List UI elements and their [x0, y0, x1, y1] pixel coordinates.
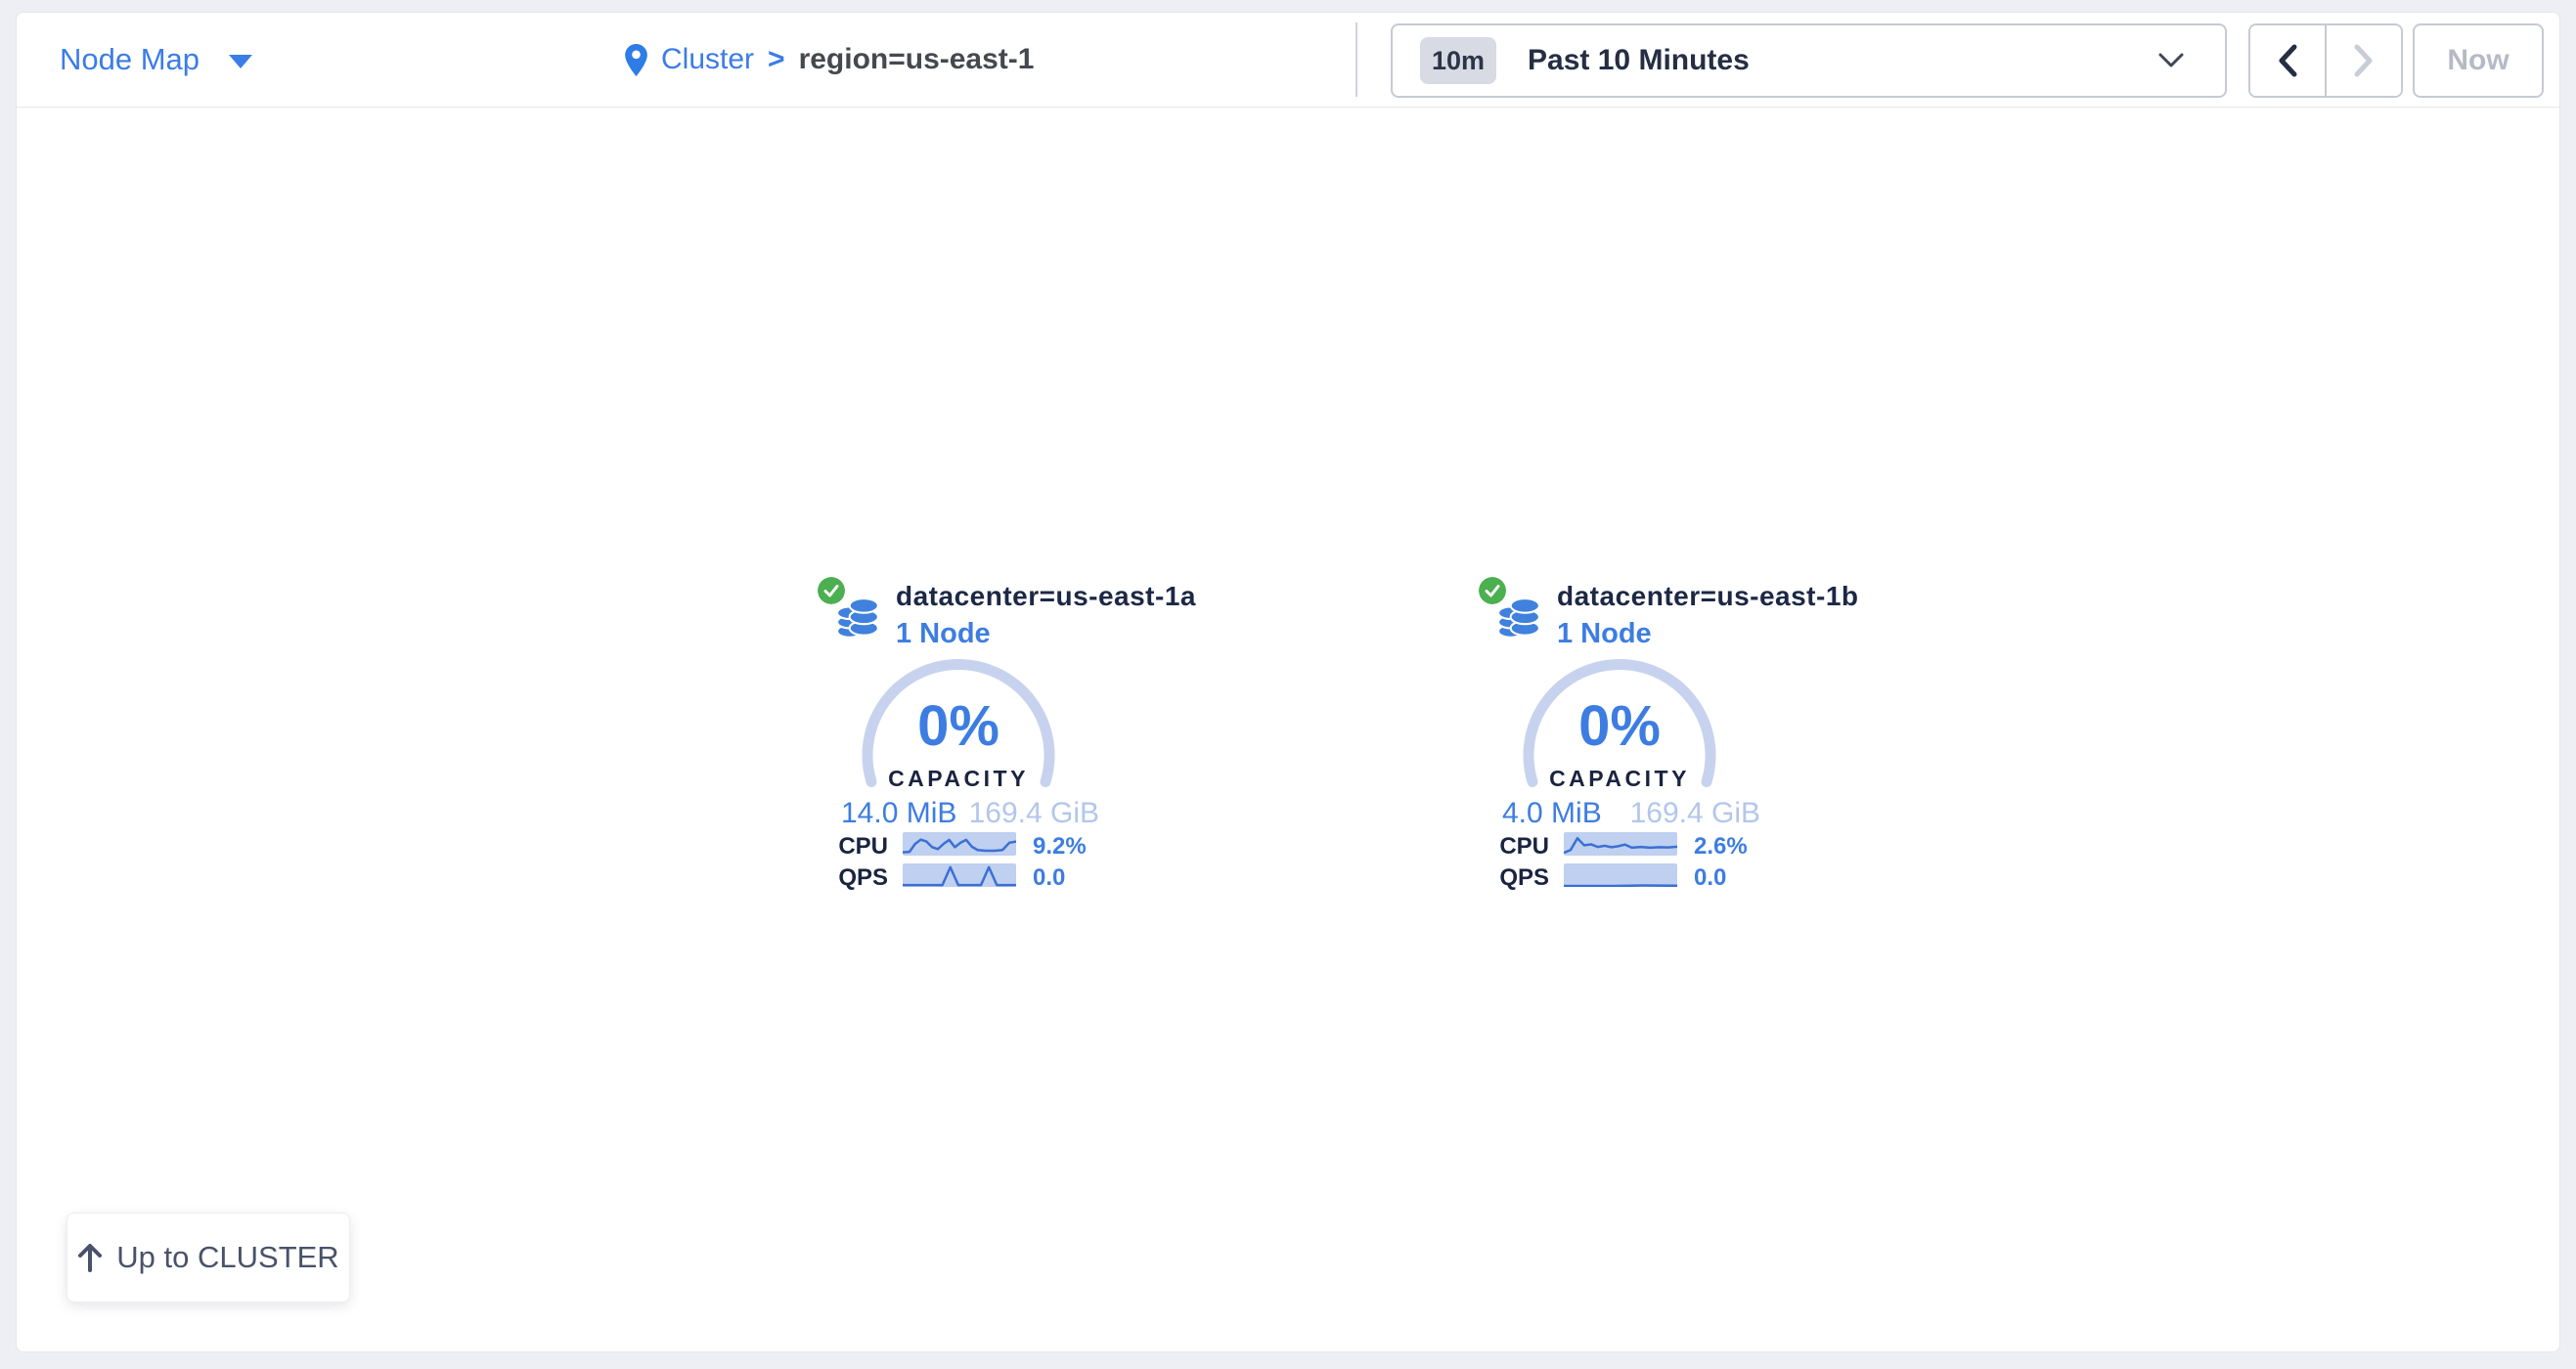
time-window-badge: 10m — [1420, 37, 1497, 84]
breadcrumb-current: region=us-east-1 — [798, 43, 1035, 75]
caret-down-icon — [229, 55, 253, 68]
qps-label: QPS — [838, 864, 888, 891]
gauge-arc — [862, 659, 1055, 787]
card-node-count: 1 Node — [896, 618, 991, 649]
qps-value: 0.0 — [1033, 864, 1066, 891]
content-panel: Node Map Cluster > region=us-east-1 10m … — [16, 12, 2560, 1352]
time-window-label: Past 10 Minutes — [1528, 44, 1750, 76]
qps-sparkline — [1564, 863, 1677, 887]
capacity-range: 14.0 MiB 169.4 GiB — [841, 797, 1099, 830]
cpu-value: 2.6% — [1694, 833, 1748, 860]
header-divider — [1355, 22, 1357, 97]
qps-sparkline — [903, 863, 1016, 887]
database-stack-icon — [1497, 597, 1540, 639]
datacenter-card[interactable]: datacenter=us-east-1a 1 Node 0% CAPACITY… — [792, 567, 1195, 919]
view-selector[interactable]: Node Map — [60, 13, 253, 107]
chevron-right-icon — [2354, 44, 2373, 77]
breadcrumb: Cluster > region=us-east-1 — [625, 13, 1034, 107]
capacity-label: CAPACITY — [1549, 766, 1690, 791]
capacity-used: 4.0 MiB — [1502, 797, 1602, 829]
capacity-gauge — [1523, 659, 1716, 787]
map-canvas: datacenter=us-east-1a 1 Node 0% CAPACITY… — [17, 108, 2559, 1352]
cpu-label: CPU — [838, 833, 888, 860]
breadcrumb-separator: > — [768, 43, 785, 75]
cpu-sparkline — [1564, 832, 1677, 856]
location-pin-icon — [625, 43, 647, 76]
chevron-left-icon — [2279, 44, 2297, 77]
up-to-cluster-button[interactable]: Up to CLUSTER — [67, 1213, 350, 1303]
capacity-percent: 0% — [917, 694, 999, 758]
breadcrumb-cluster-link[interactable]: Cluster — [661, 43, 755, 75]
capacity-total: 169.4 GiB — [968, 797, 1099, 829]
time-nav-group — [2248, 23, 2403, 98]
now-button[interactable]: Now — [2413, 23, 2544, 98]
header-bar: Node Map Cluster > region=us-east-1 10m … — [17, 13, 2559, 108]
cpu-row: CPU 2.6% — [1453, 832, 1786, 860]
card-title: datacenter=us-east-1a — [896, 581, 1196, 611]
health-check-icon — [1479, 577, 1506, 604]
datacenter-card[interactable]: datacenter=us-east-1b 1 Node 0% CAPACITY… — [1453, 567, 1858, 919]
capacity-percent: 0% — [1578, 694, 1661, 758]
qps-label: QPS — [1499, 864, 1549, 891]
arrow-up-icon — [78, 1244, 103, 1272]
card-node-count: 1 Node — [1557, 618, 1652, 649]
up-to-cluster-label: Up to CLUSTER — [116, 1240, 339, 1274]
chevron-down-icon — [2158, 53, 2184, 69]
capacity-range: 4.0 MiB 169.4 GiB — [1502, 797, 1760, 830]
capacity-total: 169.4 GiB — [1629, 797, 1760, 829]
time-next-button[interactable] — [2327, 25, 2401, 96]
qps-row: QPS 0.0 — [792, 863, 1125, 891]
database-stack-icon — [836, 597, 879, 639]
time-prev-button[interactable] — [2250, 25, 2327, 96]
cpu-label: CPU — [1499, 833, 1549, 860]
cpu-value: 9.2% — [1033, 833, 1087, 860]
capacity-used: 14.0 MiB — [841, 797, 957, 829]
qps-row: QPS 0.0 — [1453, 863, 1786, 891]
view-selector-label: Node Map — [60, 42, 200, 76]
capacity-label: CAPACITY — [888, 766, 1029, 791]
card-title: datacenter=us-east-1b — [1557, 581, 1859, 611]
cpu-sparkline — [903, 832, 1016, 856]
capacity-gauge — [862, 659, 1055, 787]
time-window-selector[interactable]: 10m Past 10 Minutes — [1391, 23, 2227, 98]
gauge-arc — [1523, 659, 1716, 787]
health-check-icon — [818, 577, 845, 604]
qps-value: 0.0 — [1694, 864, 1727, 891]
cpu-row: CPU 9.2% — [792, 832, 1125, 860]
